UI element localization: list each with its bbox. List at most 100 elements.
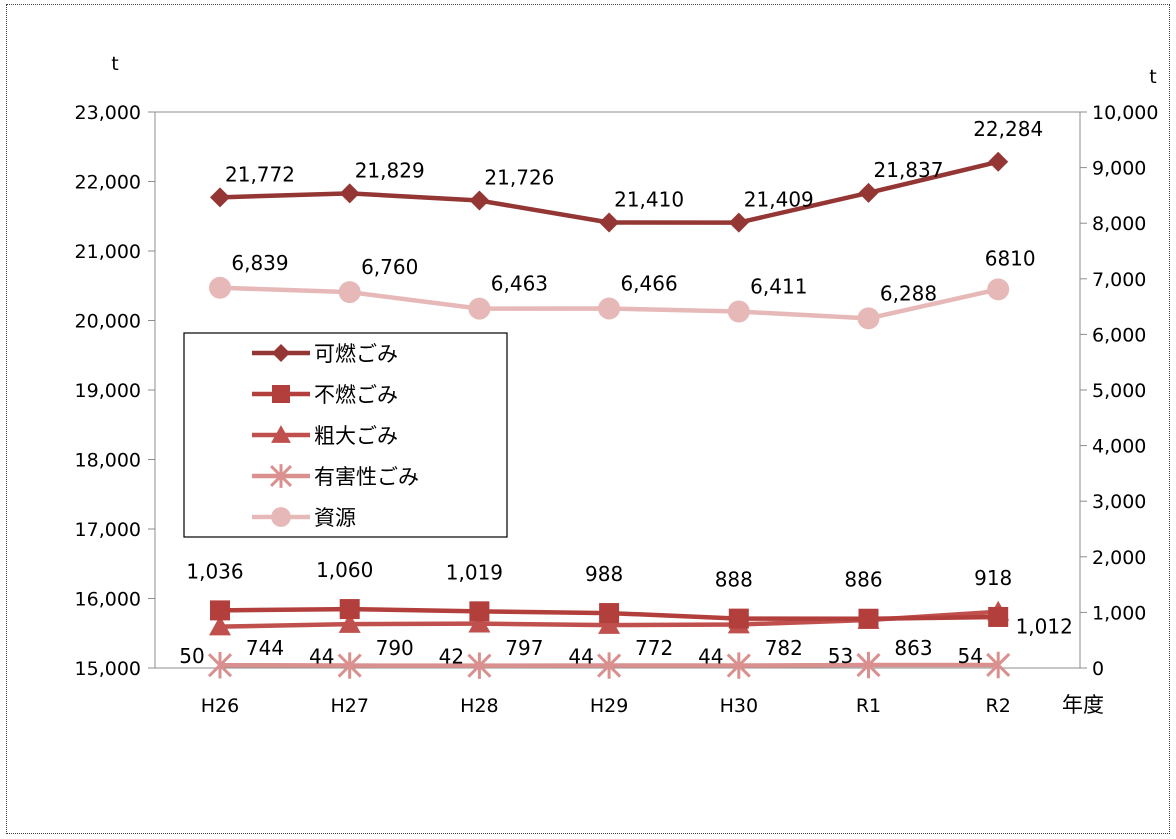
- data-label-1-1: 1,060: [316, 558, 373, 582]
- marker-4-1: [338, 281, 361, 304]
- marker-0-6: [988, 151, 1009, 172]
- legend-label-1: 不燃ごみ: [314, 383, 398, 407]
- data-label-3-0: 50: [179, 644, 204, 668]
- data-label-2-2: 797: [505, 636, 543, 660]
- data-label-2-5: 863: [894, 636, 932, 660]
- legend-label-3: 有害性ごみ: [314, 465, 419, 489]
- y-left-tick-label: 15,000: [75, 658, 141, 680]
- data-label-2-6: 1,012: [1016, 615, 1073, 639]
- data-label-4-5: 6,288: [880, 281, 937, 305]
- y-right-tick-label: 1,000: [1092, 602, 1146, 624]
- marker-2-2: [468, 612, 491, 633]
- legend-marker-4: [271, 507, 291, 527]
- data-label-1-0: 1,036: [186, 559, 243, 583]
- data-label-1-6: 918: [974, 566, 1012, 590]
- marker-3-5: [856, 651, 881, 679]
- data-label-0-3: 21,410: [614, 188, 684, 212]
- marker-4-4: [727, 300, 750, 323]
- data-label-4-3: 6,466: [620, 271, 677, 295]
- y-right-tick-label: 4,000: [1092, 436, 1146, 458]
- marker-2-1: [338, 613, 361, 633]
- y-right-tick-label: 6,000: [1092, 324, 1146, 346]
- marker-4-0: [209, 276, 231, 299]
- y-left-tick-label: 16,000: [75, 589, 141, 611]
- y-left-tick-label: 23,000: [75, 102, 141, 124]
- marker-1-5: [858, 608, 879, 629]
- marker-0-5: [858, 182, 879, 203]
- data-label-3-5: 53: [828, 644, 853, 668]
- data-label-3-3: 44: [568, 645, 593, 669]
- data-label-0-0: 21,772: [225, 162, 295, 186]
- marker-3-1: [337, 652, 362, 679]
- marker-1-3: [599, 603, 620, 624]
- data-label-4-0: 6,839: [231, 251, 288, 275]
- marker-0-4: [728, 212, 749, 233]
- marker-3-4: [726, 652, 751, 679]
- data-label-2-1: 790: [376, 636, 414, 660]
- marker-1-0: [210, 600, 230, 621]
- x-tick-label: H28: [460, 695, 498, 717]
- legend-marker-1: [272, 385, 290, 403]
- data-label-2-3: 772: [635, 636, 673, 660]
- y-right-tick-label: 0: [1092, 658, 1104, 680]
- data-label-0-2: 21,726: [484, 166, 554, 190]
- x-tick-label: H29: [590, 695, 628, 717]
- marker-4-6: [987, 278, 1010, 301]
- data-label-2-4: 782: [765, 636, 803, 660]
- marker-3-6: [986, 651, 1011, 679]
- data-label-4-2: 6,463: [491, 272, 548, 296]
- x-unit: 年度: [1062, 693, 1104, 717]
- data-label-3-2: 42: [439, 645, 464, 669]
- data-label-4-1: 6,760: [361, 255, 418, 279]
- data-label-0-4: 21,409: [744, 188, 814, 212]
- legend-marker-0: [272, 344, 290, 362]
- y-right-tick-label: 7,000: [1092, 269, 1146, 291]
- marker-1-2: [469, 601, 490, 622]
- marker-0-3: [599, 212, 620, 233]
- data-label-0-1: 21,829: [355, 158, 425, 182]
- marker-1-6: [988, 606, 1009, 627]
- x-tick-label: H27: [330, 695, 368, 717]
- y-right-tick-label: 3,000: [1092, 491, 1146, 513]
- data-label-3-4: 44: [698, 645, 723, 669]
- marker-2-0: [209, 615, 231, 636]
- legend-marker-2: [271, 425, 291, 443]
- series-markers: [207, 151, 1011, 679]
- legend-label-4: 資源: [314, 506, 356, 530]
- data-label-3-1: 44: [309, 645, 334, 669]
- legend-marker-3: [270, 464, 292, 488]
- marker-0-0: [210, 187, 230, 208]
- y-right-tick-label: 9,000: [1092, 158, 1146, 180]
- y-left-tick-label: 17,000: [75, 519, 141, 541]
- data-label-3-6: 54: [957, 644, 982, 668]
- y-right-tick-label: 2,000: [1092, 547, 1146, 569]
- x-tick-label: H30: [720, 695, 758, 717]
- y-right-unit: t: [1149, 66, 1156, 88]
- marker-0-1: [339, 183, 360, 204]
- data-label-1-2: 1,019: [446, 560, 503, 584]
- axes: 15,000 16,000 17,000 18,000 19,000 20,000 21,0…: [75, 53, 1159, 717]
- data-label-1-5: 886: [844, 568, 882, 592]
- data-label-1-4: 888: [715, 568, 753, 592]
- y-right-tick-label: 8,000: [1092, 213, 1146, 235]
- marker-3-0: [207, 652, 233, 679]
- data-label-0-5: 21,837: [874, 158, 944, 182]
- data-label-4-4: 6,411: [750, 275, 807, 299]
- y-left-unit: t: [111, 53, 118, 75]
- x-tick-label: R2: [986, 695, 1011, 717]
- legend-label-2: 粗大ごみ: [314, 424, 398, 448]
- marker-0-2: [469, 190, 490, 211]
- marker-1-1: [339, 599, 360, 620]
- marker-2-3: [598, 614, 621, 634]
- marker-3-3: [597, 652, 622, 679]
- x-tick-label: R1: [856, 695, 881, 717]
- legend-box: [183, 332, 508, 538]
- y-right-tick-label: 10,000: [1092, 102, 1158, 124]
- marker-4-2: [468, 297, 491, 320]
- y-right-tick-label: 5,000: [1092, 380, 1146, 402]
- x-tick-label: H26: [201, 695, 239, 717]
- marker-1-4: [728, 608, 749, 629]
- data-label-0-6: 22,284: [973, 117, 1043, 141]
- y-left-tick-label: 22,000: [75, 172, 141, 194]
